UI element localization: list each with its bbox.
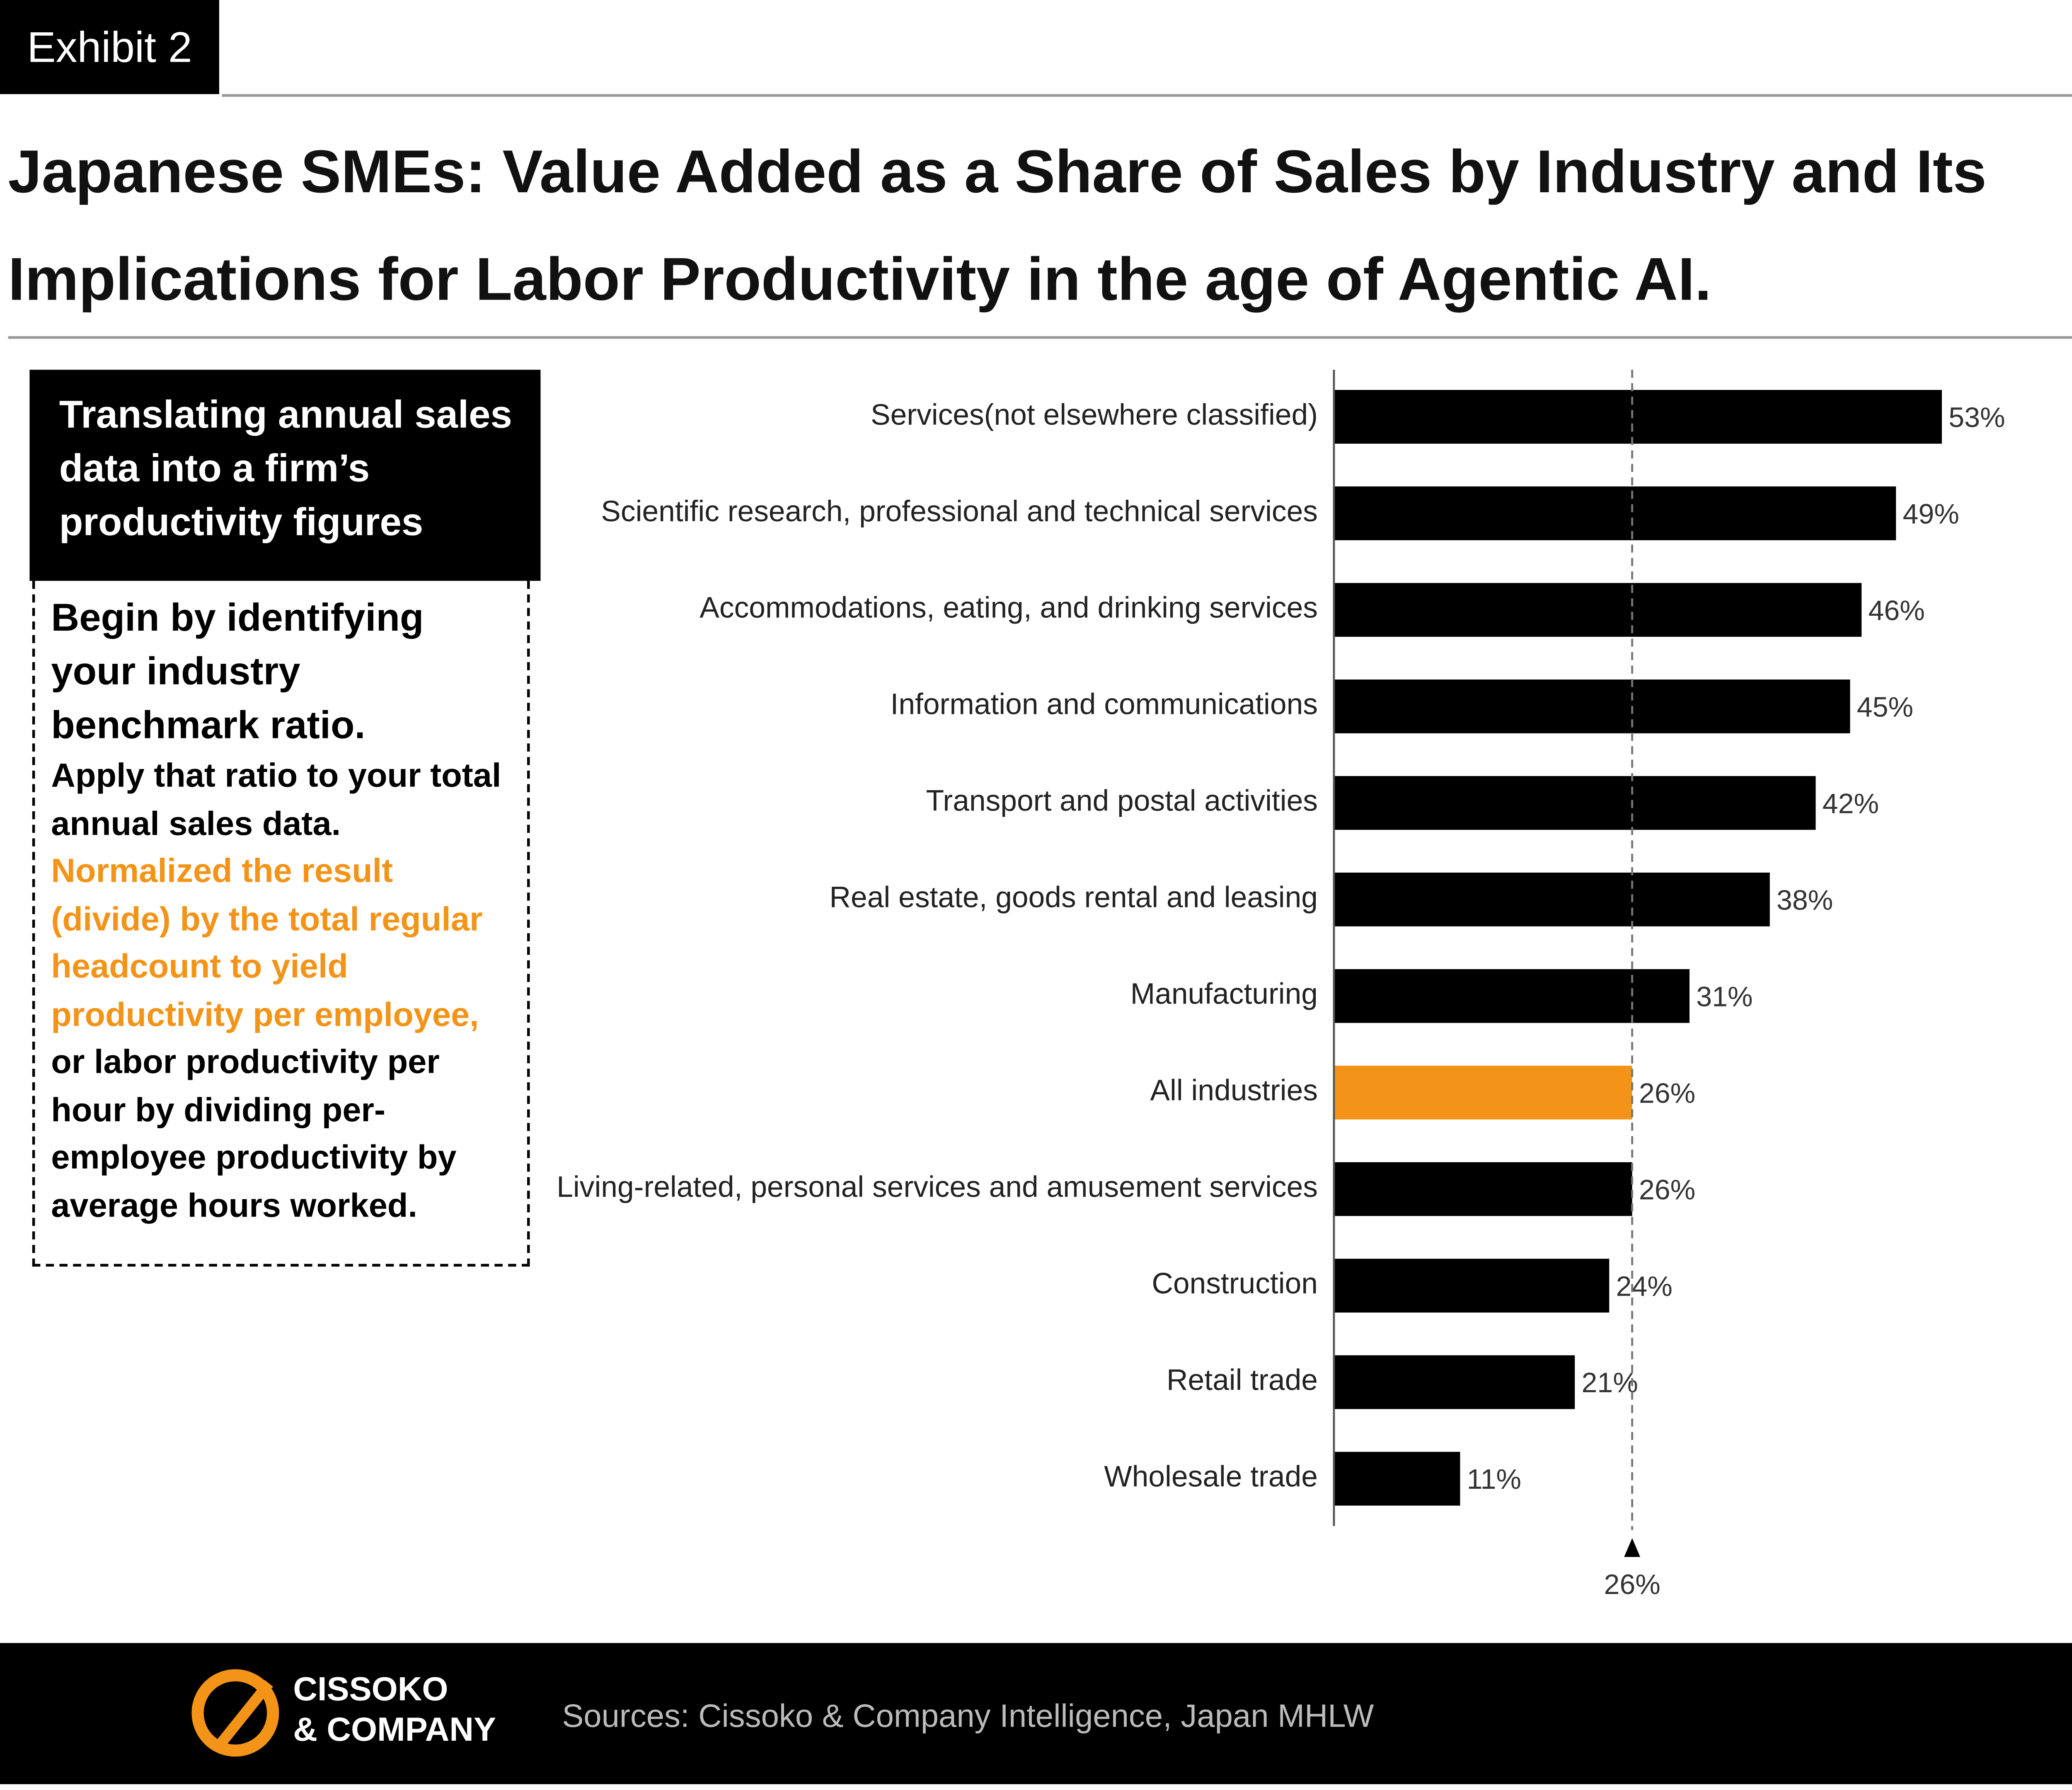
value-label: 31% (1696, 981, 1752, 1012)
category-label: Scientific research, professional and te… (601, 495, 1318, 528)
bar (1334, 1162, 1632, 1216)
bar (1334, 1065, 1632, 1120)
divider (222, 94, 2072, 97)
title: Japanese SMEs: Value Added as a Share of… (8, 137, 1987, 314)
category-label: All industries (1150, 1074, 1318, 1107)
bar (1334, 390, 1942, 444)
value-label: 45% (1857, 691, 1913, 723)
value-label: 46% (1868, 595, 1924, 626)
panel-body: Begin by identifying your industry bench… (32, 581, 530, 1267)
panel-heading: Translating annual sales data into a fir… (29, 370, 541, 581)
value-label: 21% (1581, 1367, 1638, 1398)
exhibit-label: Exhibit 2 (0, 0, 219, 94)
logo-mark (211, 1680, 274, 1754)
divider (8, 336, 2072, 339)
logo-text: & COMPANY (293, 1711, 496, 1748)
bar (1334, 1451, 1460, 1506)
panel-text: Apply that ratio to your total annual sa… (51, 757, 501, 842)
panel-text: Begin by identifying your industry bench… (51, 597, 424, 748)
bar (1334, 969, 1690, 1023)
reference-label: 26% (1604, 1569, 1660, 1600)
category-label: Manufacturing (1130, 977, 1318, 1011)
bar (1334, 679, 1850, 733)
reference-marker (1624, 1538, 1641, 1557)
footer-graphics: CISSOKO & COMPANY Sources: Cissoko & Com… (191, 1669, 1374, 1757)
value-label: 24% (1616, 1270, 1672, 1302)
category-label: Transport and postal activities (926, 784, 1318, 818)
category-label: Accommodations, eating, and drinking ser… (700, 591, 1318, 624)
category-label: Information and communications (891, 688, 1318, 721)
value-label: 26% (1639, 1174, 1695, 1205)
bar (1334, 872, 1770, 926)
category-label: Wholesale trade (1104, 1460, 1318, 1493)
bar (1334, 1258, 1610, 1313)
value-label: 26% (1639, 1077, 1695, 1109)
category-label: Living-related, personal services and am… (557, 1171, 1318, 1204)
value-label: 49% (1903, 498, 1959, 530)
category-label: Real estate, goods rental and leasing (830, 881, 1318, 914)
bar (1334, 583, 1862, 637)
chart: Services(not elsewhere classified) 53% Sci… (557, 370, 2005, 1600)
logo-mark (191, 1669, 279, 1757)
bar (1334, 776, 1816, 830)
bar (1334, 486, 1896, 540)
value-label: 53% (1949, 402, 2005, 433)
value-label: 11% (1467, 1463, 1521, 1495)
category-label: Services(not elsewhere classified) (871, 398, 1318, 431)
category-label: Retail trade (1167, 1364, 1318, 1397)
value-label: 42% (1823, 788, 1879, 819)
footer: CISSOKO & COMPANY Sources: Cissoko & Com… (0, 1643, 2072, 1784)
bar (1334, 1355, 1575, 1409)
value-label: 38% (1777, 884, 1833, 916)
panel-text: Normalized the result (divide) by the to… (51, 852, 483, 1033)
sources: Sources: Cissoko & Company Intelligence,… (562, 1698, 1374, 1734)
category-label: Construction (1152, 1267, 1318, 1300)
panel-text: or labor productivity per hour by dividi… (51, 1043, 457, 1224)
logo-text: CISSOKO (293, 1671, 448, 1708)
